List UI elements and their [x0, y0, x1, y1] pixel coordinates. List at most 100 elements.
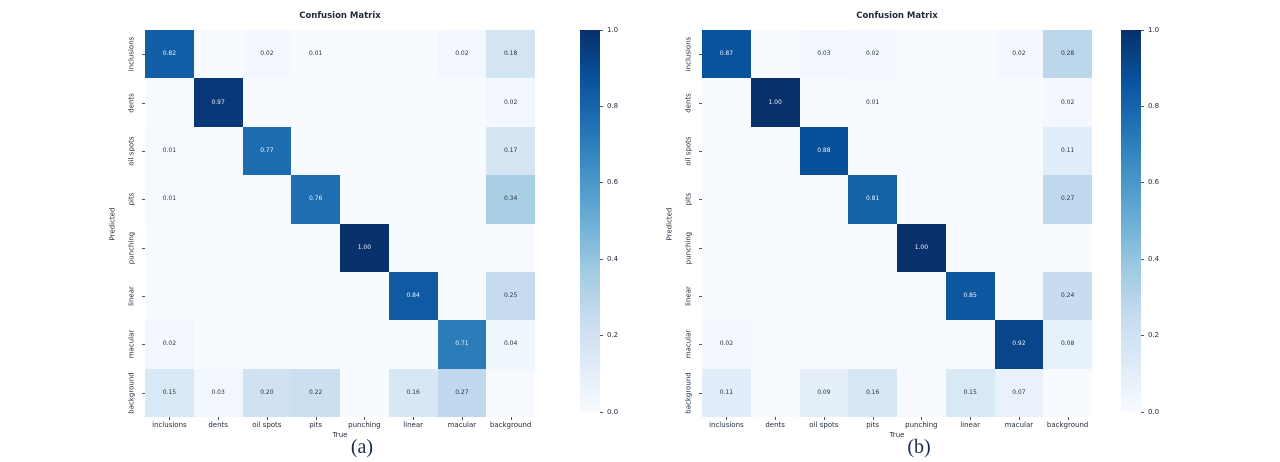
heatmap-cell: [340, 368, 389, 417]
heatmap-cell: [291, 126, 340, 176]
heatmap-cell: [193, 30, 243, 79]
heatmap-cell: 0.71: [437, 320, 487, 369]
x-tick-label: punching: [348, 421, 381, 429]
heatmap-cell: [242, 78, 292, 127]
y-tick-mark: [699, 247, 702, 249]
heatmap-cell: 0.16: [848, 368, 897, 417]
heatmap-cell: [897, 368, 946, 417]
heatmap-cell: [897, 175, 946, 224]
heatmap-cell: 0.84: [388, 271, 438, 321]
x-axis-label: True: [332, 431, 348, 439]
y-tick-mark: [699, 344, 702, 346]
heatmap-cell: [799, 320, 849, 369]
heatmap-cell: 0.07: [994, 368, 1044, 417]
heatmap-cell: [945, 320, 995, 369]
colorbar-tick-label: 0.4: [1148, 254, 1160, 263]
y-tick-label: macular: [684, 330, 693, 359]
x-tick-mark: [970, 417, 972, 420]
y-tick-mark: [699, 392, 702, 394]
heatmap-cell: [193, 320, 243, 369]
y-tick-mark: [142, 150, 145, 152]
heatmap-cell: [750, 223, 800, 272]
heatmap-cell: [750, 30, 800, 79]
colorbar-tick-label: 0.0: [1148, 407, 1160, 416]
heatmap-cell: [994, 223, 1044, 272]
heatmap-cell: 0.16: [388, 368, 438, 417]
colorbar-tick-label: 0.0: [607, 407, 619, 416]
heatmap-cell: 1.00: [340, 223, 389, 272]
heatmap-cell: 0.09: [799, 368, 849, 417]
heatmap-cell: [945, 223, 995, 272]
heatmap-cell: 0.03: [799, 30, 849, 79]
heatmap-cell: [388, 223, 438, 272]
heatmap-cell: 0.17: [486, 126, 535, 176]
heatmap-cell: 0.01: [145, 175, 194, 224]
heatmap-cell: 0.24: [1043, 271, 1092, 321]
heatmap-cell: 0.76: [291, 175, 340, 224]
heatmap-cell: 0.11: [1043, 126, 1092, 176]
y-tick-mark: [699, 102, 702, 104]
heatmap-cell: [945, 175, 995, 224]
y-tick-mark: [142, 392, 145, 394]
heatmap-cell: 0.02: [702, 320, 751, 369]
heatmap-cell: [388, 175, 438, 224]
heatmap-cell: [486, 223, 535, 272]
colorbar-tick-label: 0.2: [1148, 331, 1160, 340]
heatmap-cell: [750, 320, 800, 369]
heatmap-cell: 0.22: [291, 368, 340, 417]
heatmap-cell: [897, 271, 946, 321]
heatmap-cell: 0.87: [702, 30, 751, 79]
x-tick-mark: [413, 417, 415, 420]
colorbar-tick-label: 0.6: [607, 178, 619, 187]
heatmap-cell: [193, 271, 243, 321]
y-tick-mark: [699, 199, 702, 201]
colorbar-tick-mark: [1141, 335, 1144, 337]
heatmap-cell: [242, 223, 292, 272]
heatmap-cell: [750, 368, 800, 417]
colorbar-tick-mark: [600, 182, 603, 184]
heatmap-cell: [799, 78, 849, 127]
heatmap-cell: [945, 30, 995, 79]
heatmap-cell: [897, 78, 946, 127]
heatmap-cell: 0.01: [291, 30, 340, 79]
heatmap-cell: 0.04: [486, 320, 535, 369]
heatmap-cell: [340, 175, 389, 224]
x-tick-mark: [1067, 417, 1069, 420]
colorbar-tick-mark: [600, 258, 603, 260]
heatmap-grid: 0.82 0.02 0.01 0.02 0.18 0.97 0.02 0.01 0.77 0.17…: [145, 30, 535, 417]
heatmap-cell: 0.88: [799, 126, 849, 176]
x-tick-label: dents: [208, 421, 228, 429]
colorbar-tick-mark: [1141, 105, 1144, 107]
x-tick-mark: [315, 417, 317, 420]
heatmap-cell: [437, 78, 487, 127]
x-tick-mark: [775, 417, 777, 420]
heatmap-cell: 1.00: [750, 78, 800, 127]
heatmap-cell: 0.81: [848, 175, 897, 224]
heatmap-cell: [291, 78, 340, 127]
heatmap-cell: 0.02: [848, 30, 897, 79]
heatmap-cell: [897, 126, 946, 176]
y-tick-label: inclusions: [684, 36, 693, 72]
heatmap-cell: [340, 126, 389, 176]
heatmap-cell: 0.82: [145, 30, 194, 79]
y-tick-mark: [142, 102, 145, 104]
heatmap-cell: [750, 271, 800, 321]
heatmap-cell: [848, 126, 897, 176]
x-tick-label: linear: [960, 421, 981, 429]
y-tick-mark: [142, 199, 145, 201]
heatmap-cell: [799, 271, 849, 321]
colorbar: [580, 30, 600, 412]
x-tick-label: inclusions: [152, 421, 187, 429]
heatmap-cell: 0.18: [486, 30, 535, 79]
colorbar-tick-label: 0.6: [1148, 178, 1160, 187]
heatmap-cell: [750, 126, 800, 176]
y-tick-mark: [699, 54, 702, 56]
heatmap-cell: [291, 223, 340, 272]
colorbar-tick-mark: [1141, 182, 1144, 184]
x-tick-mark: [823, 417, 825, 420]
y-axis-label: Predicted: [665, 207, 674, 240]
colorbar-tick-label: 0.8: [1148, 101, 1160, 110]
y-tick-label: dents: [684, 92, 693, 113]
